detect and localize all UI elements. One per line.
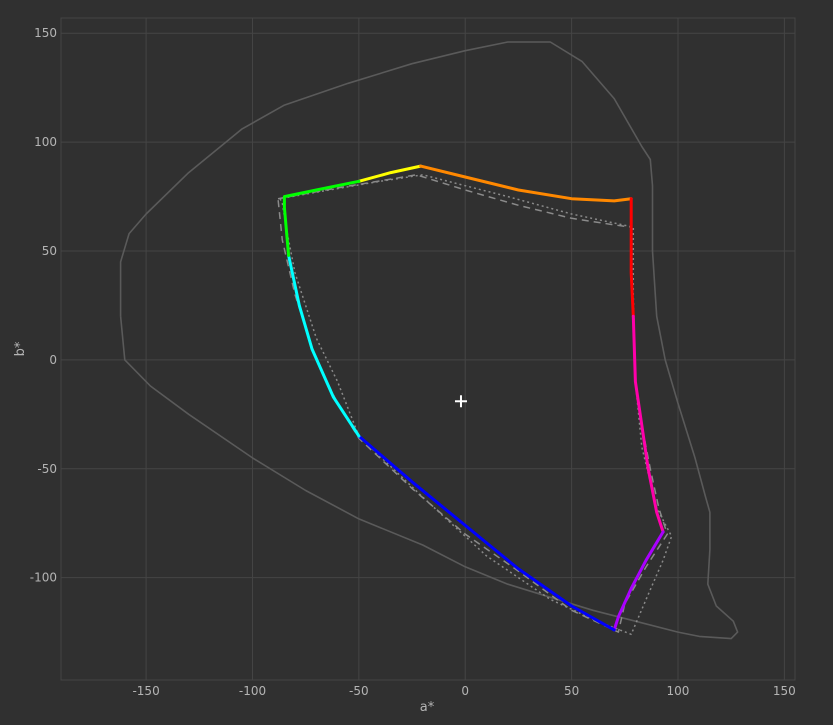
y-axis-label: b*: [13, 341, 28, 356]
tick-labels: -150 -100 -50 0 50 100 150 -100 -50 0 50 100 150: [30, 26, 796, 698]
gamut-segment-line: [357, 434, 616, 632]
white-point-marker: [454, 395, 467, 408]
x-axis-label: a*: [420, 700, 435, 715]
y-tick-label: -100: [30, 571, 57, 585]
plot-frame: [60, 17, 796, 681]
y-tick-label: 50: [42, 244, 57, 258]
x-tick-label: -150: [132, 684, 159, 698]
gamut-segment-line: [282, 179, 361, 257]
gamut-segment-line: [287, 253, 361, 438]
y-tick-label: 150: [34, 26, 57, 40]
outer-boundary-line: [119, 41, 739, 640]
x-tick-label: -100: [239, 684, 266, 698]
x-tick-label: 50: [564, 684, 579, 698]
gamut-segment-line: [629, 197, 635, 318]
y-tick-label: 100: [34, 135, 57, 149]
x-tick-label: 0: [461, 684, 469, 698]
x-tick-label: -50: [349, 684, 369, 698]
reference-dotted-line: [279, 174, 673, 636]
gamut-segment-line: [631, 314, 665, 534]
y-tick-label: -50: [37, 462, 57, 476]
x-tick-label: 150: [773, 684, 796, 698]
gamut-segment-line: [419, 164, 633, 203]
gamut-segment-line: [357, 164, 423, 183]
series: [119, 41, 739, 640]
gamut-segment-line: [612, 530, 665, 632]
x-tick-label: 100: [667, 684, 690, 698]
grid: [60, 17, 796, 681]
y-tick-label: 0: [49, 353, 57, 367]
